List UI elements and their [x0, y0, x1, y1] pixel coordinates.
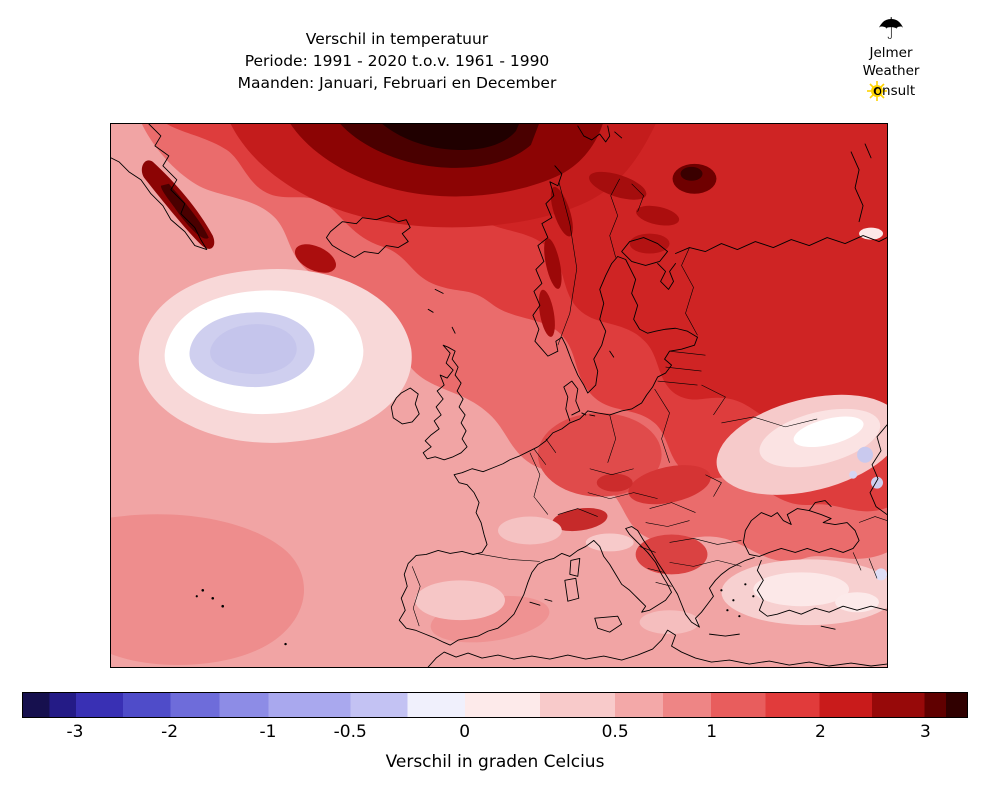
logo: ☂ Jelmer Weather C onsult: [833, 12, 949, 101]
logo-consult-text: onsult: [873, 83, 916, 99]
colorbar-ticks: -3 -2 -1 -0.5 0 0.5 1 2 3: [22, 722, 968, 746]
colorbar-tick: 3: [920, 722, 931, 742]
country-borders-layer: [411, 178, 887, 627]
title-line-1: Verschil in temperatuur: [305, 30, 489, 48]
colorbar: [22, 692, 968, 718]
logo-line-2: Weather: [862, 63, 920, 79]
title-line-2: Periode: 1991 - 2020 t.o.v. 1961 - 1990: [244, 52, 550, 70]
colorbar-tick: -2: [161, 722, 179, 742]
temperature-map: [110, 123, 888, 668]
logo-line-3: C onsult: [833, 81, 949, 101]
islands-specks: [195, 583, 755, 646]
colorbar-tick: -0.5: [333, 722, 367, 742]
colorbar-label: Verschil in graden Celcius: [385, 752, 605, 772]
colorbar-tick: 1: [706, 722, 718, 742]
svg-text:C: C: [873, 85, 881, 98]
colorbar-tick: -3: [66, 722, 84, 742]
title-line-3: Maanden: Januari, Februari en December: [237, 74, 557, 92]
colorbar-tick: -1: [259, 722, 277, 742]
figure-title: Verschil in temperatuur Periode: 1991 - …: [97, 28, 697, 94]
colorbar-tick: 0.5: [601, 722, 629, 742]
sun-icon: C: [866, 81, 887, 101]
temperature-field: [111, 124, 887, 667]
coastlines-layer: [111, 124, 887, 667]
colorbar-tick: 0: [459, 722, 471, 742]
colorbar-tick: 2: [815, 722, 826, 742]
umbrella-icon: ☂: [877, 12, 905, 47]
logo-line-1: Jelmer: [869, 45, 913, 61]
